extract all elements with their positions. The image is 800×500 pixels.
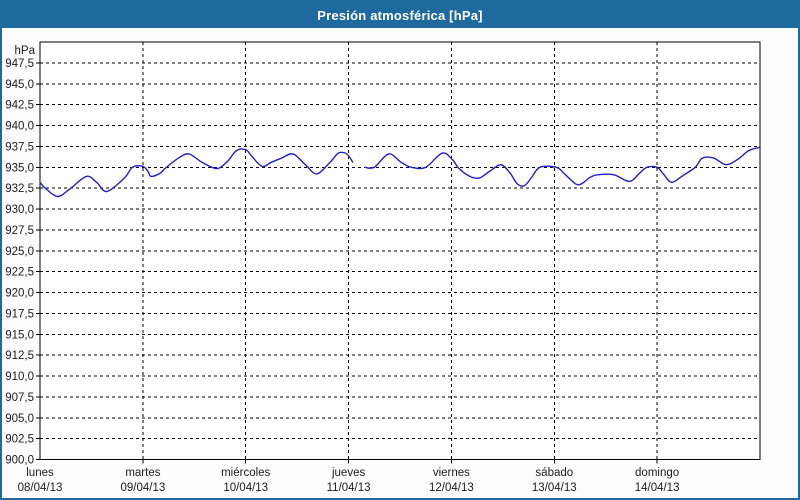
x-day-label: jueves: [331, 467, 365, 479]
y-tick-label: 900,0: [5, 455, 34, 467]
series-line-pressure: [39, 148, 354, 198]
x-date-label: 14/04/13: [635, 482, 680, 494]
chart-title-bar: Presión atmosférica [hPa]: [2, 2, 798, 28]
y-tick-label: 925,0: [5, 246, 34, 258]
x-date-label: 11/04/13: [327, 482, 371, 494]
x-day-label: martes: [125, 467, 160, 479]
y-tick-label: 907,5: [5, 392, 34, 404]
y-tick-label: 917,5: [5, 308, 34, 320]
y-tick-label: 905,0: [5, 413, 34, 425]
y-tick-label: 947,5: [5, 58, 34, 70]
series-line-pressure: [364, 146, 761, 187]
y-axis-unit-label: hPa: [15, 45, 36, 57]
x-date-label: 09/04/13: [121, 482, 166, 494]
y-tick-label: 930,0: [5, 204, 34, 216]
y-tick-label: 942,5: [5, 100, 34, 112]
y-tick-label: 940,0: [5, 121, 34, 133]
y-tick-label: 912,5: [5, 350, 34, 362]
y-tick-label: 945,0: [5, 79, 34, 91]
x-date-label: 10/04/13: [223, 482, 268, 494]
y-tick-label: 937,5: [5, 141, 34, 153]
y-tick-label: 922,5: [5, 267, 34, 279]
x-date-label: 12/04/13: [429, 482, 474, 494]
x-date-label: 08/04/13: [18, 482, 63, 494]
y-tick-label: 927,5: [5, 225, 34, 237]
x-day-label: viernes: [433, 467, 470, 479]
x-day-label: domingo: [635, 467, 679, 479]
y-tick-label: 910,0: [5, 371, 34, 383]
y-tick-label: 915,0: [5, 329, 34, 341]
y-tick-label: 932,5: [5, 183, 34, 195]
x-day-label: sábado: [535, 467, 573, 479]
y-tick-label: 935,0: [5, 162, 34, 174]
y-tick-label: 920,0: [5, 288, 34, 300]
x-day-label: miércoles: [221, 467, 270, 479]
x-day-label: lunes: [26, 467, 54, 479]
y-tick-label: 902,5: [5, 434, 34, 446]
chart-title: Presión atmosférica [hPa]: [317, 7, 483, 23]
x-date-label: 13/04/13: [532, 482, 577, 494]
